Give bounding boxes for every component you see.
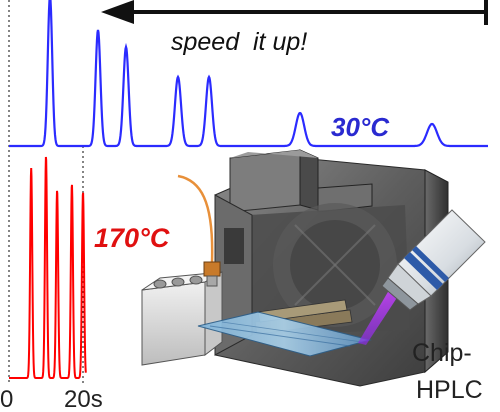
speed-arrow (101, 0, 488, 25)
injection-block (141, 271, 223, 366)
axis-label-20s: 20s (64, 386, 103, 412)
axis-label-0: 0 (0, 386, 13, 412)
chip-hplc-label-line2: HPLC (416, 376, 483, 404)
capillary-tubing-icon (177, 174, 214, 263)
temp-170c-label: 170°C (94, 223, 170, 253)
microscope-objective-icon (381, 209, 486, 311)
speed-it-up-label: speed it up! (171, 28, 307, 56)
chip-hplc-label-line1: Chip- (412, 339, 472, 367)
temp-30c-label: 30°C (331, 112, 390, 142)
glass-chip (197, 311, 372, 357)
blue-chromatogram-30c (9, 0, 488, 148)
laser-beam-icon (358, 285, 402, 345)
red-chromatogram-170c (9, 156, 87, 379)
